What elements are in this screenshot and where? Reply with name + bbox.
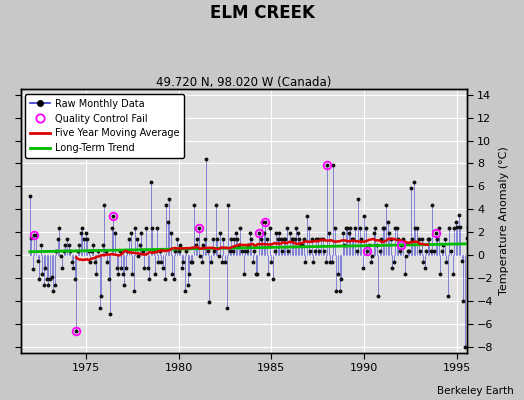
Legend: Raw Monthly Data, Quality Control Fail, Five Year Moving Average, Long-Term Tren: Raw Monthly Data, Quality Control Fail, … [26, 94, 184, 158]
Title: 49.720 N, 98.020 W (Canada): 49.720 N, 98.020 W (Canada) [156, 76, 331, 89]
Text: Berkeley Earth: Berkeley Earth [437, 386, 514, 396]
Text: ELM CREEK: ELM CREEK [210, 4, 314, 22]
Y-axis label: Temperature Anomaly (°C): Temperature Anomaly (°C) [499, 146, 509, 295]
